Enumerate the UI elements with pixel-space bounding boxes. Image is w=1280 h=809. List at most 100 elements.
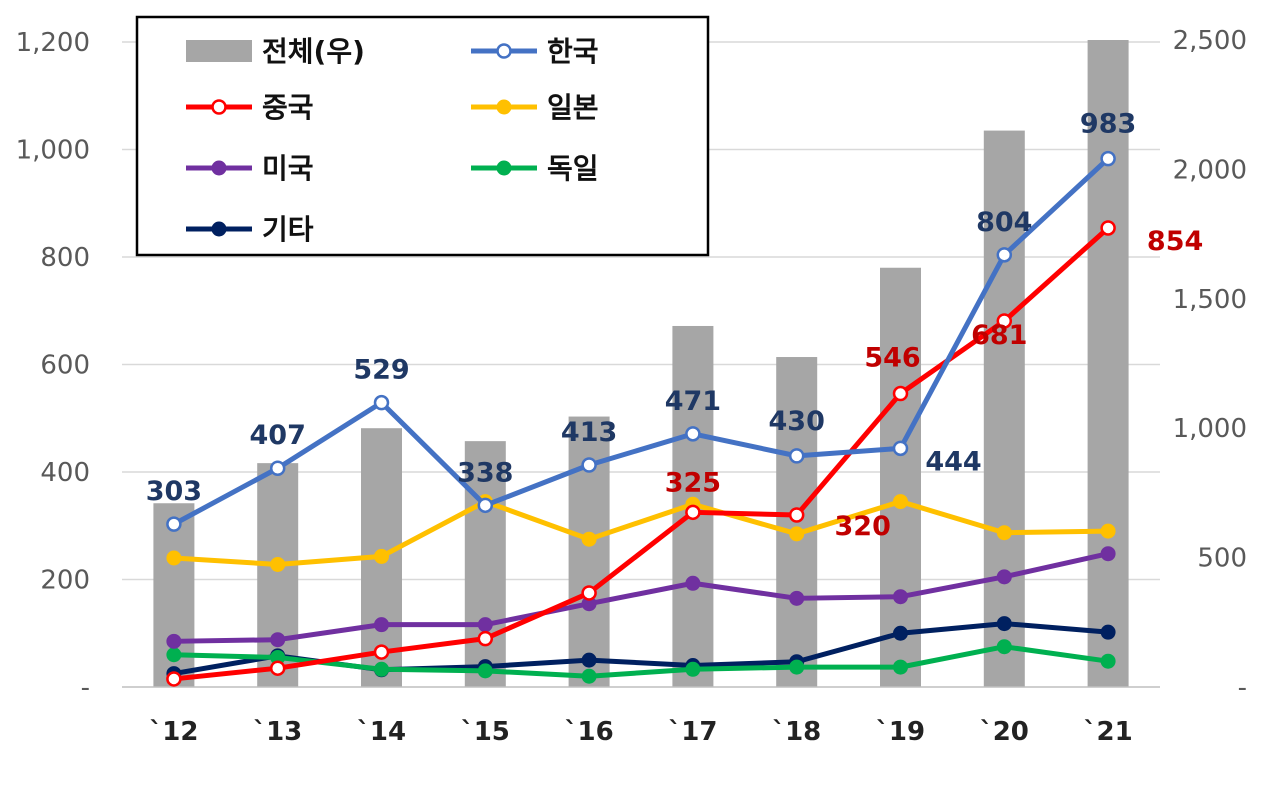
series-line	[172, 156, 1110, 527]
series-point	[789, 590, 805, 606]
data-label: 529	[353, 355, 409, 386]
line-series	[166, 150, 1116, 687]
legend-label: 중국	[262, 91, 314, 124]
data-label: 444	[925, 446, 981, 477]
series-point	[581, 652, 597, 668]
x-tick-label: `17	[668, 717, 717, 747]
series-point	[1100, 523, 1116, 539]
bar	[1087, 40, 1129, 687]
series-point	[1100, 220, 1116, 236]
series-point	[685, 575, 701, 591]
series-point	[788, 507, 805, 523]
series-point	[1100, 546, 1116, 562]
series-point	[893, 625, 908, 641]
y-right-tick-label: 1,000	[1173, 414, 1247, 444]
data-label: 338	[457, 457, 513, 488]
series-point	[373, 394, 390, 411]
series-point	[996, 247, 1013, 263]
series-point	[789, 659, 805, 675]
series-point	[893, 589, 908, 605]
y-left-tick-label: 800	[40, 243, 90, 273]
data-label: 471	[665, 386, 721, 417]
series-point	[477, 617, 493, 633]
series-line	[173, 621, 1109, 677]
y-right-tick-label: 2,500	[1173, 26, 1247, 56]
legend-marker	[211, 99, 227, 115]
y-right-tick-label: 1,500	[1173, 285, 1247, 315]
series-point	[166, 516, 182, 532]
x-tick-label: `18	[772, 717, 821, 747]
legend-label: 미국	[262, 152, 314, 185]
series-point	[1100, 150, 1116, 167]
x-tick-label: `20	[980, 717, 1029, 747]
series-line	[173, 499, 1109, 567]
series-point	[788, 448, 805, 464]
series-point	[892, 440, 909, 457]
legend-label: 전체(우)	[262, 35, 365, 68]
series-point	[166, 633, 182, 649]
legend-marker	[496, 99, 512, 115]
series-line	[173, 226, 1110, 682]
y-right-tick-label: 2,000	[1173, 155, 1247, 185]
x-tick-label: `12	[149, 717, 198, 747]
data-label: 303	[146, 476, 202, 507]
data-label: 546	[864, 343, 920, 374]
series-point	[373, 644, 390, 660]
legend-swatch-bar	[186, 40, 252, 62]
legend-marker	[496, 43, 512, 59]
y-right-tick-label: -	[1238, 673, 1247, 703]
bar	[568, 416, 610, 687]
bar	[880, 267, 921, 687]
x-tick-label: `19	[876, 717, 925, 747]
series-point	[685, 661, 701, 677]
series-point	[374, 548, 389, 564]
series-line	[173, 551, 1109, 644]
series-point	[893, 494, 908, 510]
y-left-tick-label: 600	[40, 351, 90, 381]
y-right-tick-label: 500	[1197, 544, 1247, 574]
x-tick-label: `15	[461, 717, 510, 747]
data-label: 430	[769, 406, 825, 437]
series-point	[996, 639, 1012, 655]
y-left-tick-label: 400	[40, 458, 90, 488]
x-tick-label: `14	[357, 717, 406, 747]
series-point	[581, 531, 597, 547]
series-point	[996, 616, 1012, 632]
x-tick-label: `13	[253, 717, 302, 747]
x-tick-label: `21	[1084, 717, 1133, 747]
data-label: 983	[1080, 109, 1136, 140]
series-point	[374, 617, 389, 633]
series-point	[477, 630, 494, 647]
data-labels: 303 407 529 338 413 471 430 444 804 983 325 320 546 6…	[146, 109, 1204, 542]
legend-label: 기타	[262, 213, 314, 246]
series-point	[685, 504, 701, 521]
legend-marker	[211, 160, 227, 176]
series-point	[477, 497, 494, 514]
series-point	[789, 526, 805, 542]
series-point	[996, 569, 1012, 585]
data-label: 681	[971, 320, 1027, 351]
data-label: 325	[665, 467, 721, 498]
series-point	[581, 457, 597, 473]
series-point	[166, 671, 182, 687]
series-point	[269, 660, 286, 676]
series-point	[581, 668, 597, 684]
bar	[983, 130, 1025, 687]
data-label: 320	[835, 511, 891, 542]
axes: - 200 400 600 800 1,000 1,200 - 500 1,000 1,500 2,0…	[16, 26, 1247, 747]
series-point	[1100, 653, 1116, 669]
series-line	[173, 644, 1109, 679]
x-tick-label: `16	[565, 717, 614, 747]
y-left-tick-label: 200	[40, 566, 90, 596]
y-left-tick-label: -	[81, 673, 90, 703]
series-point	[269, 460, 286, 476]
legend-label: 한국	[547, 35, 599, 68]
data-label: 413	[561, 417, 617, 448]
series-point	[996, 525, 1012, 541]
series-point	[477, 663, 493, 679]
series-point	[581, 585, 597, 601]
y-left-tick-label: 1,000	[16, 136, 90, 166]
series-point	[1100, 624, 1116, 640]
series-point	[893, 659, 908, 675]
